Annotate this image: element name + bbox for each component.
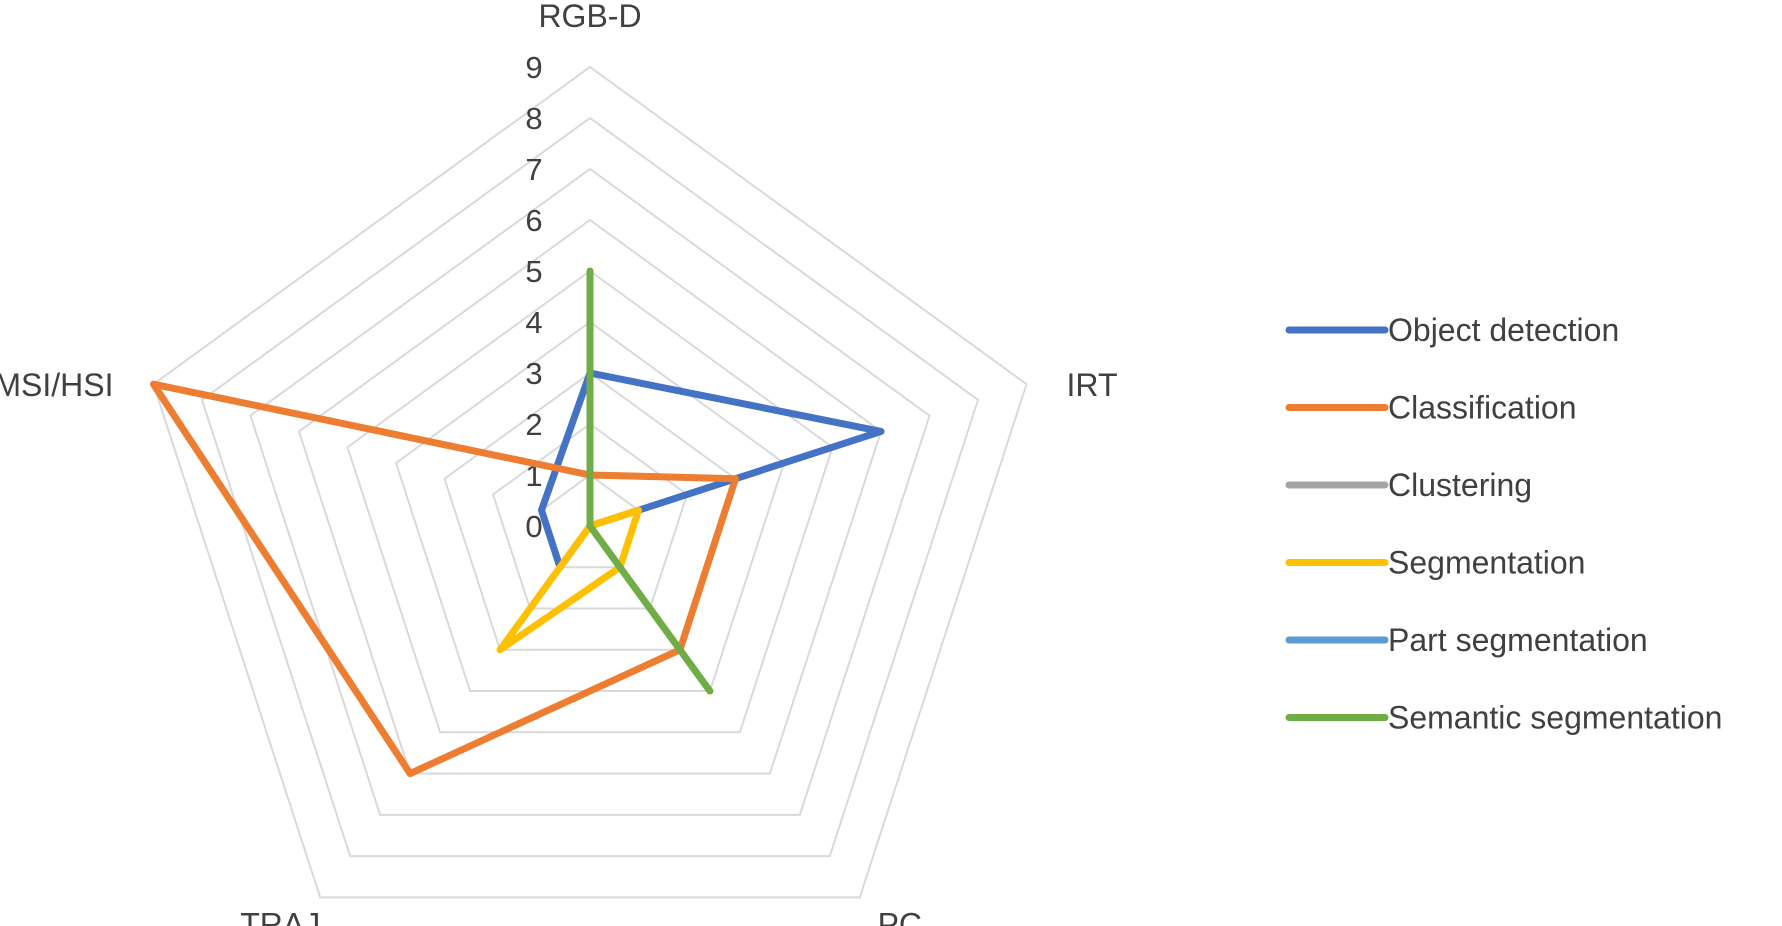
axis-label-1: IRT xyxy=(1067,367,1118,403)
axis-label-2: PC xyxy=(878,906,922,926)
tick-label: 3 xyxy=(525,356,542,391)
tick-label: 0 xyxy=(525,509,542,544)
tick-label: 2 xyxy=(525,407,542,442)
grid-ring-8 xyxy=(200,116,980,858)
series-line-1 xyxy=(149,380,740,778)
grid-ring-1 xyxy=(540,473,640,569)
axis-label-3: TRAJ xyxy=(240,906,320,926)
legend: Object detection Classification Clustering… xyxy=(1285,312,1722,736)
tick-label: 9 xyxy=(525,50,542,85)
legend-label-4: Part segmentation xyxy=(1388,622,1648,658)
axis-label-4: MSI/HSI xyxy=(0,367,113,403)
series-lines xyxy=(149,267,885,778)
axis-labels: RGB-D IRT PC TRAJ MSI/HSI xyxy=(0,0,1118,926)
grid-ring-5 xyxy=(346,269,834,734)
series-line-5 xyxy=(586,267,714,695)
legend-label-2: Clustering xyxy=(1388,467,1532,503)
radar-grid xyxy=(152,65,1028,899)
legend-label-0: Object detection xyxy=(1388,312,1619,348)
grid-ring-9 xyxy=(152,65,1028,899)
tick-label: 8 xyxy=(525,101,542,136)
grid-ring-6 xyxy=(297,218,883,775)
tick-label: 4 xyxy=(525,305,542,340)
tick-label: 7 xyxy=(525,152,542,187)
legend-label-3: Segmentation xyxy=(1388,545,1585,581)
grid-ring-3 xyxy=(443,371,737,651)
legend-label-1: Classification xyxy=(1388,390,1577,426)
legend-label-5: Semantic segmentation xyxy=(1388,700,1722,736)
axis-label-0: RGB-D xyxy=(538,0,641,34)
grid-ring-7 xyxy=(249,167,931,816)
grid-ring-2 xyxy=(491,422,689,610)
tick-label: 5 xyxy=(525,254,542,289)
tick-label: 6 xyxy=(525,203,542,238)
